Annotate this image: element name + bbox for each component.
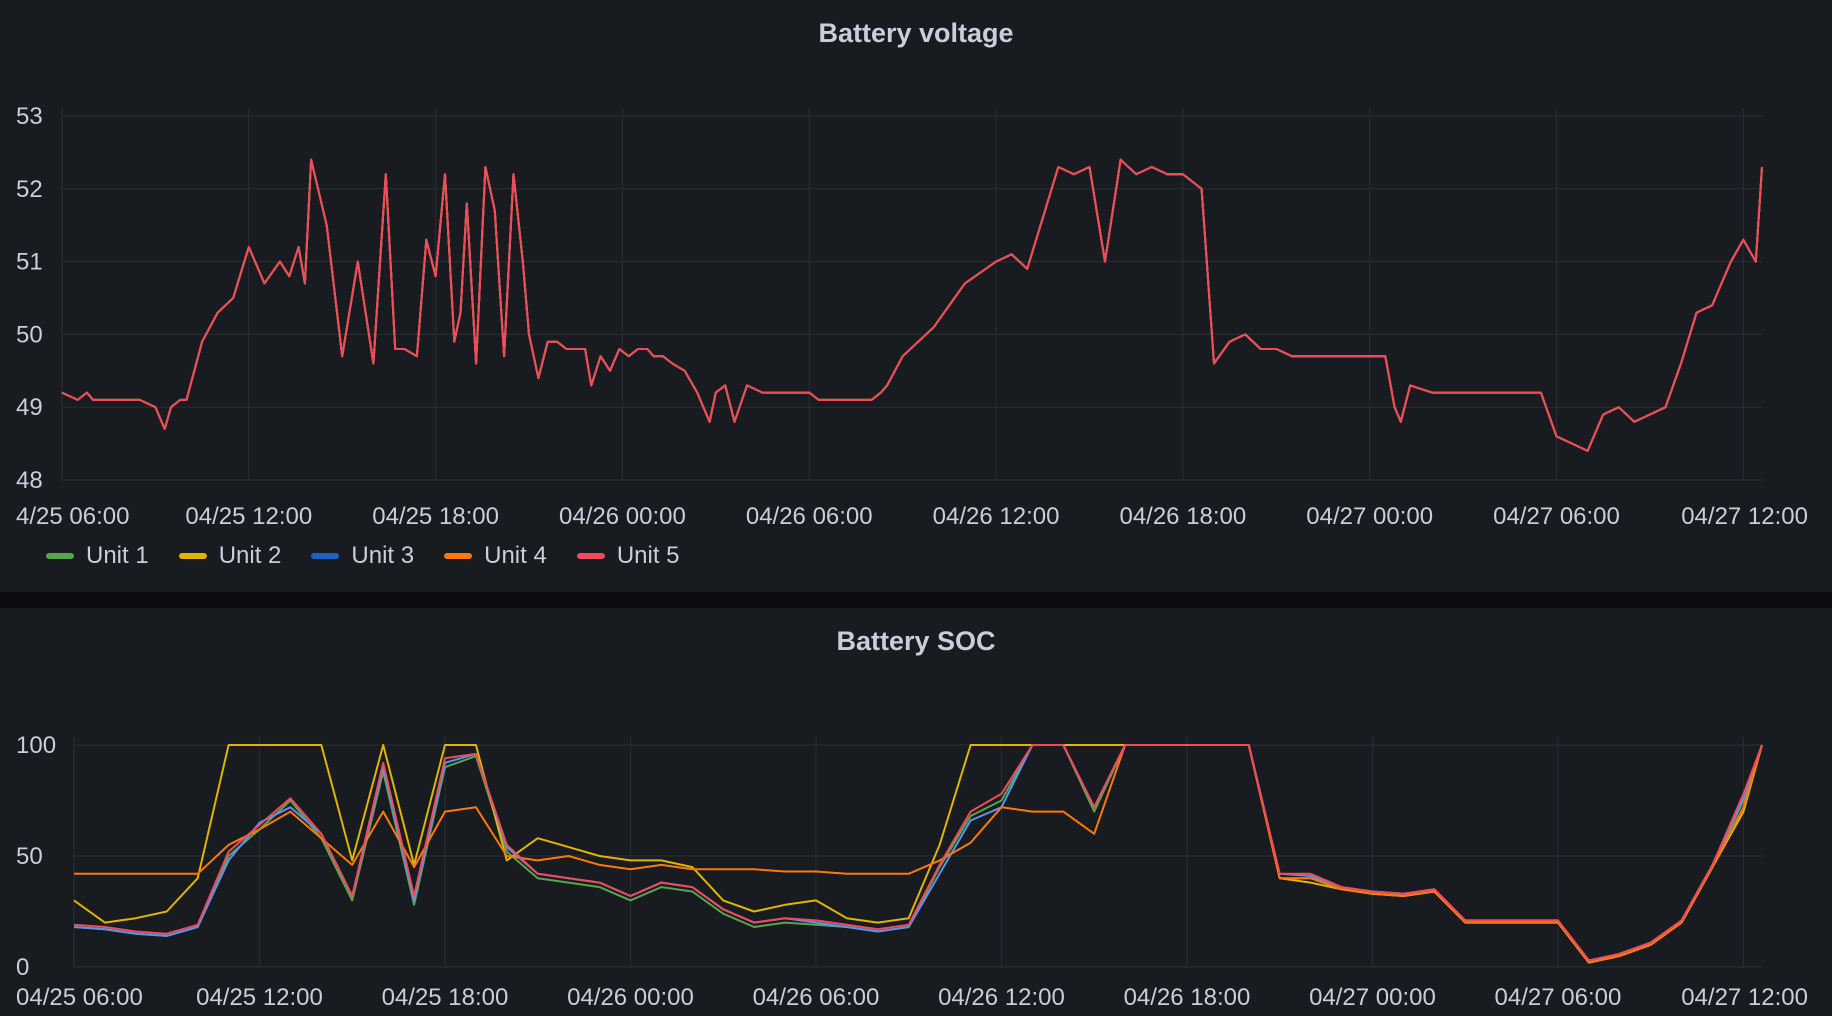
x-tick-label: 04/27 12:00: [1681, 984, 1808, 1011]
x-tick-label: 04/25 06:00: [16, 984, 143, 1011]
battery-soc-chart: 100 50 0 04/25 06:00 04/25 12:00 04/25 18:00 0…: [16, 732, 1808, 1011]
y-tick-label: 49: [16, 394, 43, 421]
battery-soc-panel: Battery SOC 100 50 0 04/25 06:00 04/25 12:00…: [0, 608, 1832, 1016]
x-tick-label: 04/26 00:00: [567, 984, 694, 1011]
series-line-unit-1: [73, 744, 1763, 964]
x-tick-label: 04/25 12:00: [185, 503, 312, 530]
y-tick-label: 51: [16, 249, 43, 276]
x-tick-label: 04/26 12:00: [933, 503, 1060, 530]
x-tick-label: 04/27 00:00: [1309, 984, 1436, 1011]
x-tick-label: 04/27 12:00: [1681, 503, 1808, 530]
legend-label: Unit 4: [484, 542, 547, 569]
legend-item-unit-2[interactable]: Unit 2: [178, 542, 282, 570]
x-tick-label: 04/27 06:00: [1495, 984, 1622, 1011]
x-tick-label: 4/25 06:00: [16, 503, 129, 530]
y-tick-label: 53: [16, 103, 43, 130]
series-line-unit-3: [73, 744, 1763, 964]
battery-voltage-panel: Battery voltage 53 52 51 50 49 48 4/25 06:00 04…: [0, 0, 1832, 592]
x-tick-label: 04/25 12:00: [196, 984, 323, 1011]
y-tick-label: 50: [16, 843, 43, 870]
legend-swatch: [576, 553, 605, 559]
legend-swatch: [311, 553, 340, 559]
y-tick-label: 52: [16, 176, 43, 203]
x-tick-label: 04/26 18:00: [1119, 503, 1246, 530]
series-line-unit-5: [61, 158, 1763, 452]
y-tick-label: 100: [16, 732, 56, 759]
legend-item-unit-4[interactable]: Unit 4: [444, 542, 547, 570]
series-line-unit-5: [73, 744, 1763, 962]
x-tick-label: 04/27 06:00: [1493, 503, 1620, 530]
x-tick-label: 04/26 06:00: [753, 984, 880, 1011]
legend-label: Unit 3: [351, 542, 415, 569]
battery-voltage-chart: 53 52 51 50 49 48 4/25 06:00 04/25 12:00 04/25 1…: [16, 103, 1808, 530]
legend-label: Unit 1: [86, 542, 149, 569]
legend-swatch: [178, 553, 207, 559]
y-tick-label: 0: [16, 954, 29, 981]
x-tick-label: 04/26 00:00: [559, 503, 686, 530]
legend-item-unit-3[interactable]: Unit 3: [311, 542, 414, 570]
x-tick-label: 04/26 06:00: [746, 503, 873, 530]
y-tick-label: 50: [16, 321, 43, 348]
legend-swatch: [46, 553, 74, 559]
legend-label: Unit 2: [218, 542, 282, 569]
x-tick-label: 04/26 18:00: [1124, 984, 1251, 1011]
legend-swatch: [444, 553, 473, 559]
x-tick-label: 04/25 18:00: [372, 503, 499, 530]
series-line-unit-4: [74, 744, 1763, 964]
legend-item-unit-5[interactable]: Unit 5: [576, 542, 680, 570]
panel-title: Battery voltage: [818, 18, 1014, 48]
series-line-unit-2: [73, 744, 1763, 964]
x-tick-label: 04/27 00:00: [1306, 503, 1433, 530]
legend-label: Unit 5: [616, 542, 680, 569]
legend: Unit 1 Unit 2 Unit 3 Unit 4 Unit 5: [46, 542, 680, 570]
x-tick-label: 04/25 18:00: [382, 984, 509, 1011]
y-tick-label: 48: [16, 467, 43, 494]
x-tick-label: 04/26 12:00: [938, 984, 1065, 1011]
panel-title: Battery SOC: [836, 626, 996, 656]
legend-item-unit-1[interactable]: Unit 1: [46, 542, 149, 570]
